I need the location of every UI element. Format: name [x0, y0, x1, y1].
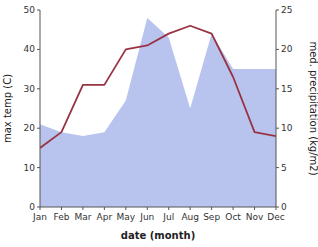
y-tick-label: 20	[24, 123, 36, 133]
x-tick-label: May	[117, 212, 136, 222]
area	[40, 18, 276, 207]
y-tick	[37, 10, 40, 11]
y2-tick	[276, 128, 279, 129]
y2-tick	[276, 88, 279, 89]
y2-tick	[276, 10, 279, 11]
y-axis-label: max temp (C)	[2, 74, 13, 143]
y-tick	[37, 128, 40, 129]
chart: JanFebMarAprMayJunJulAugSepOctNovDec0102…	[0, 0, 318, 247]
x-tick	[104, 207, 105, 210]
y-tick-label: 30	[24, 84, 36, 94]
y-tick	[37, 88, 40, 89]
x-tick	[82, 207, 83, 210]
x-tick-label: Apr	[97, 212, 113, 222]
y2-tick	[276, 49, 279, 50]
x-tick-label: Jun	[139, 212, 154, 222]
x-tick	[211, 207, 212, 210]
x-tick	[125, 207, 126, 210]
x-tick	[168, 207, 169, 210]
x-axis-line	[40, 207, 276, 208]
line	[40, 26, 276, 148]
y2-tick-label: 0	[281, 202, 287, 212]
x-axis-label: date (month)	[121, 230, 195, 241]
y2-tick	[276, 167, 279, 168]
x-tick	[61, 207, 62, 210]
y-tick	[37, 49, 40, 50]
x-tick	[254, 207, 255, 210]
y2-tick-label: 25	[281, 5, 292, 15]
y2-tick-label: 15	[281, 84, 292, 94]
y-tick-label: 0	[29, 202, 35, 212]
y-axis-line	[40, 10, 41, 207]
x-tick-label: Nov	[246, 212, 264, 222]
y2-tick-label: 20	[281, 44, 293, 54]
chart-container: JanFebMarAprMayJunJulAugSepOctNovDec0102…	[0, 0, 318, 247]
x-tick	[233, 207, 234, 210]
y2-axis-line	[276, 10, 277, 207]
x-tick-label: Dec	[267, 212, 284, 222]
x-tick-label: Mar	[74, 212, 91, 222]
y2-axis-label: med. precipitation (kg/m2)	[308, 41, 318, 175]
x-tick-label: Feb	[53, 212, 69, 222]
y2-tick-label: 10	[281, 123, 293, 133]
x-tick	[190, 207, 191, 210]
y-tick-label: 50	[24, 5, 36, 15]
y-tick	[37, 207, 40, 208]
y-tick	[37, 167, 40, 168]
x-tick-label: Oct	[225, 212, 241, 222]
x-tick-label: Jan	[32, 212, 47, 222]
x-tick	[147, 207, 148, 210]
plot-area	[40, 18, 276, 207]
x-tick-label: Sep	[203, 212, 220, 222]
x-tick-label: Aug	[181, 212, 199, 222]
x-tick-label: Jul	[162, 212, 174, 222]
y2-tick	[276, 207, 279, 208]
y2-tick-label: 5	[281, 163, 287, 173]
y-tick-label: 10	[24, 163, 36, 173]
y-tick-label: 40	[24, 44, 36, 54]
